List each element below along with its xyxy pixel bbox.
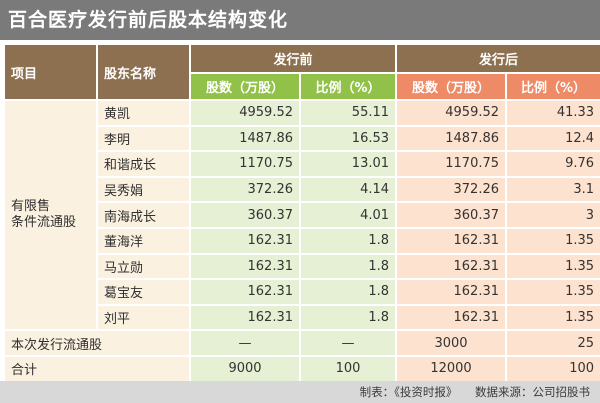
shares-before-cell: 360.37 [191, 203, 299, 227]
footer-credits: 制表：《投资时报》 数据来源：公司招股书 [0, 381, 600, 403]
ratio-after-cell: 9.76 [507, 152, 600, 176]
ratio-before-cell: 55.11 [301, 101, 395, 125]
shares-before-cell: 162.31 [191, 255, 299, 279]
issue-row-label: 本次发行流通股 [5, 331, 189, 355]
footer-maker: 制表：《投资时报》 [360, 385, 458, 399]
group-label-line: 条件流通股 [11, 215, 76, 230]
group-label-line: 有限售 [11, 199, 50, 214]
shares-before-cell: 162.31 [191, 280, 299, 304]
holder-name: 葛宝友 [98, 280, 189, 304]
shares-after-cell: 162.31 [397, 255, 505, 279]
ratio-before-cell: 1.8 [301, 255, 395, 279]
holder-name: 李明 [98, 127, 189, 151]
footer-source: 数据来源：公司招股书 [475, 385, 590, 399]
ratio-before-cell: 16.53 [301, 127, 395, 151]
ratio-before-cell: 13.01 [301, 152, 395, 176]
ratio-after-cell: 1.35 [507, 229, 600, 253]
shares-before-cell: 372.26 [191, 178, 299, 202]
holder-name: 马立勋 [98, 255, 189, 279]
header-row-top: 项目 股东名称 发行前 发行后 [5, 45, 600, 72]
shares-before-cell: 162.31 [191, 306, 299, 330]
header-shares-after: 股数（万股） [397, 74, 505, 99]
header-ratio-after: 比例（%） [507, 74, 600, 99]
ratio-before-cell: 1.8 [301, 229, 395, 253]
total-row-label: 合计 [5, 357, 189, 381]
shares-after-cell: 372.26 [397, 178, 505, 202]
ratio-after-cell: 1.35 [507, 280, 600, 304]
total-row: 合计 9000 100 12000 100 [5, 357, 600, 381]
page-title: 百合医疗发行前后股本结构变化 [0, 0, 600, 40]
ratio-after-cell: 1.35 [507, 306, 600, 330]
ratio-after-cell: 100 [507, 357, 600, 381]
shares-after-cell: 162.31 [397, 306, 505, 330]
ratio-before-cell: 4.14 [301, 178, 395, 202]
header-ratio-before: 比例（%） [301, 74, 395, 99]
shares-after-cell: 162.31 [397, 229, 505, 253]
ratio-before-cell: — [301, 331, 395, 355]
header-shares-before: 股数（万股） [191, 74, 299, 99]
shares-after-cell: 1487.86 [397, 127, 505, 151]
header-before: 发行前 [191, 45, 395, 72]
header-item: 项目 [5, 45, 96, 99]
holder-name: 南海成长 [98, 203, 189, 227]
equity-table-container: 项目 股东名称 发行前 发行后 股数（万股） 比例（%） 股数（万股） 比例（%… [3, 43, 597, 383]
shares-before-cell: 1170.75 [191, 152, 299, 176]
ratio-before-cell: 1.8 [301, 280, 395, 304]
shares-before-cell: — [191, 331, 299, 355]
ratio-before-cell: 100 [301, 357, 395, 381]
shares-after-cell: 1170.75 [397, 152, 505, 176]
ratio-after-cell: 3 [507, 203, 600, 227]
holder-name: 刘平 [98, 306, 189, 330]
ratio-after-cell: 1.35 [507, 255, 600, 279]
equity-structure-table: 项目 股东名称 发行前 发行后 股数（万股） 比例（%） 股数（万股） 比例（%… [3, 43, 600, 383]
shares-after-cell: 3000 [397, 331, 505, 355]
shares-after-cell: 4959.52 [397, 101, 505, 125]
shares-after-cell: 360.37 [397, 203, 505, 227]
ratio-after-cell: 41.33 [507, 101, 600, 125]
shares-before-cell: 1487.86 [191, 127, 299, 151]
table-row: 有限售 条件流通股 黄凯 4959.52 55.11 4959.52 41.33 [5, 101, 600, 125]
shares-before-cell: 162.31 [191, 229, 299, 253]
holder-name: 黄凯 [98, 101, 189, 125]
header-holder: 股东名称 [98, 45, 189, 99]
ratio-after-cell: 25 [507, 331, 600, 355]
ratio-before-cell: 4.01 [301, 203, 395, 227]
holder-name: 和谐成长 [98, 152, 189, 176]
group-label-restricted: 有限售 条件流通股 [5, 101, 96, 329]
shares-after-cell: 162.31 [397, 280, 505, 304]
ratio-before-cell: 1.8 [301, 306, 395, 330]
ratio-after-cell: 3.1 [507, 178, 600, 202]
shares-before-cell: 4959.52 [191, 101, 299, 125]
shares-before-cell: 9000 [191, 357, 299, 381]
header-after: 发行后 [397, 45, 600, 72]
issue-row: 本次发行流通股 — — 3000 25 [5, 331, 600, 355]
holder-name: 吴秀娟 [98, 178, 189, 202]
shares-after-cell: 12000 [397, 357, 505, 381]
ratio-after-cell: 12.4 [507, 127, 600, 151]
holder-name: 董海洋 [98, 229, 189, 253]
